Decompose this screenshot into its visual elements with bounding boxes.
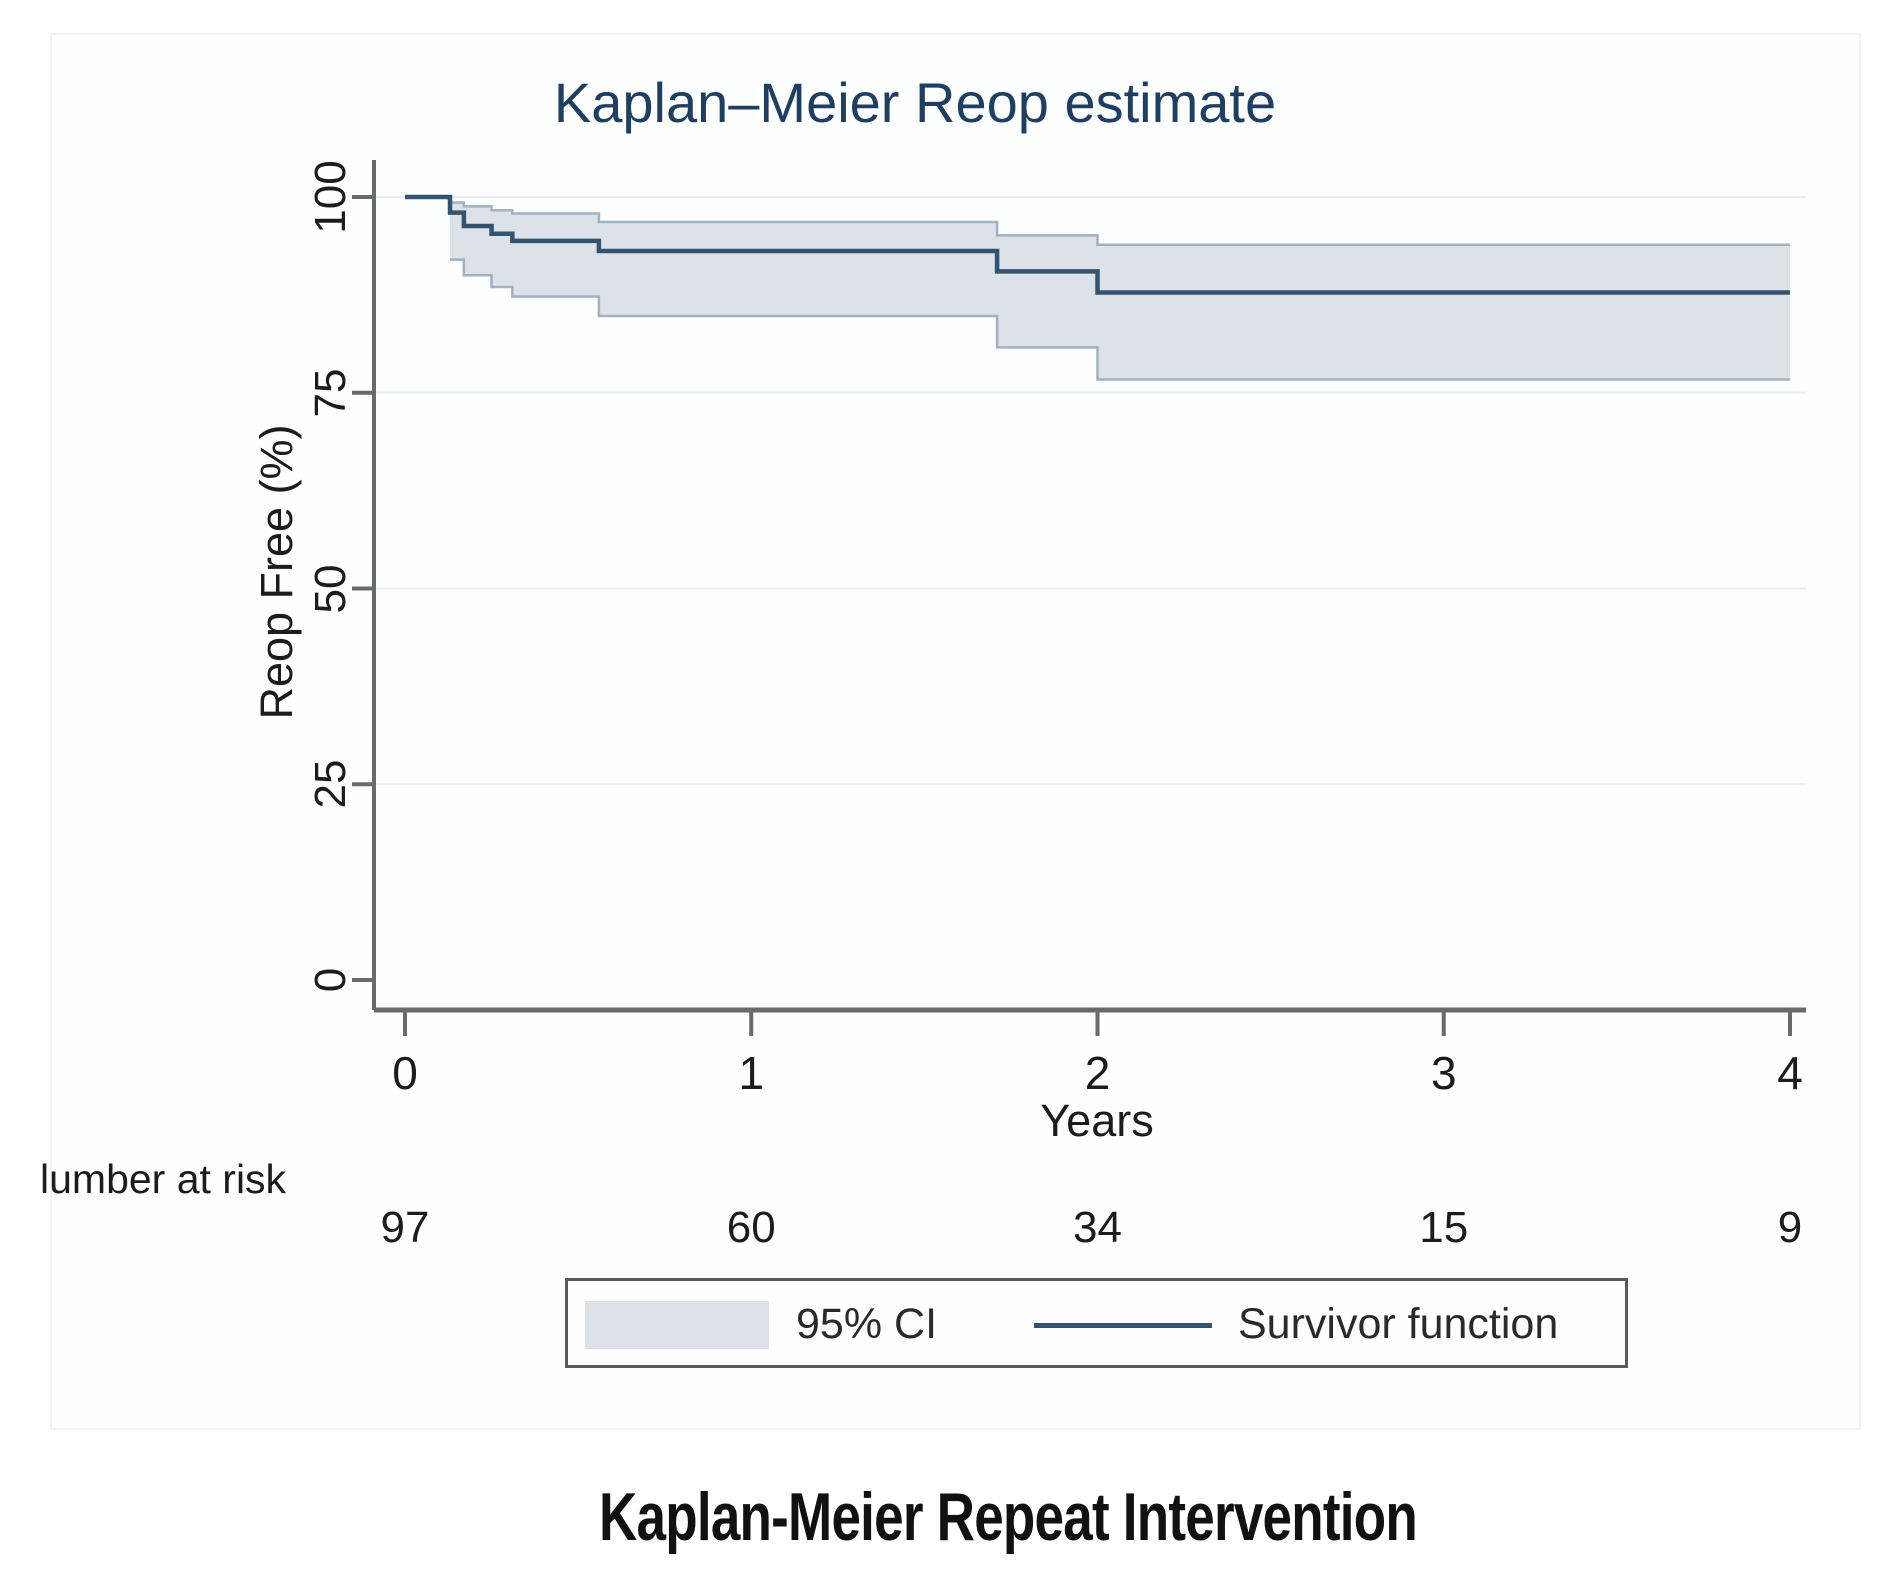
figure-caption-text: Kaplan-Meier Repeat Intervention [599, 1479, 1418, 1555]
ci-upper-line [450, 201, 1790, 247]
legend-ci-label: 95% CI [796, 1300, 938, 1348]
y-tick-label-0: 0 [306, 967, 355, 993]
survivor-line-sample [1034, 1323, 1212, 1328]
y-tick-label-75: 75 [306, 368, 355, 418]
figure-caption: Kaplan-Meier Repeat Intervention [484, 1478, 1533, 1556]
chart-title: Kaplan–Meier Reop estimate [553, 71, 1277, 134]
legend: 95% CI Survivor function [565, 1278, 1628, 1368]
x-axis-title: Years [1040, 1095, 1154, 1146]
risk-value-year-0: 97 [380, 1203, 430, 1252]
risk-value-year-3: 15 [1419, 1203, 1469, 1252]
x-tick-label-0: 0 [392, 1047, 418, 1099]
ci-lower-line [450, 258, 1790, 381]
legend-line-label: Survivor function [1238, 1300, 1559, 1348]
risk-value-year-2: 34 [1073, 1203, 1122, 1252]
y-tick-label-50: 50 [306, 564, 355, 613]
y-axis-title: Reop Free (%) [251, 424, 302, 720]
risk-value-year-4: 9 [1777, 1203, 1803, 1252]
x-tick-label-2: 2 [1084, 1047, 1111, 1099]
survivor-curve [405, 194, 1790, 295]
number-at-risk-label: lumber at risk [40, 1156, 287, 1202]
x-tick-label-4: 4 [1777, 1047, 1803, 1099]
x-tick-label-1: 1 [738, 1047, 765, 1099]
y-tick-label-25: 25 [306, 759, 355, 809]
x-tick-label-3: 3 [1430, 1047, 1457, 1099]
ci-band-swatch [585, 1301, 769, 1349]
y-tick-label-100: 100 [306, 160, 355, 234]
risk-value-year-1: 60 [726, 1203, 776, 1252]
